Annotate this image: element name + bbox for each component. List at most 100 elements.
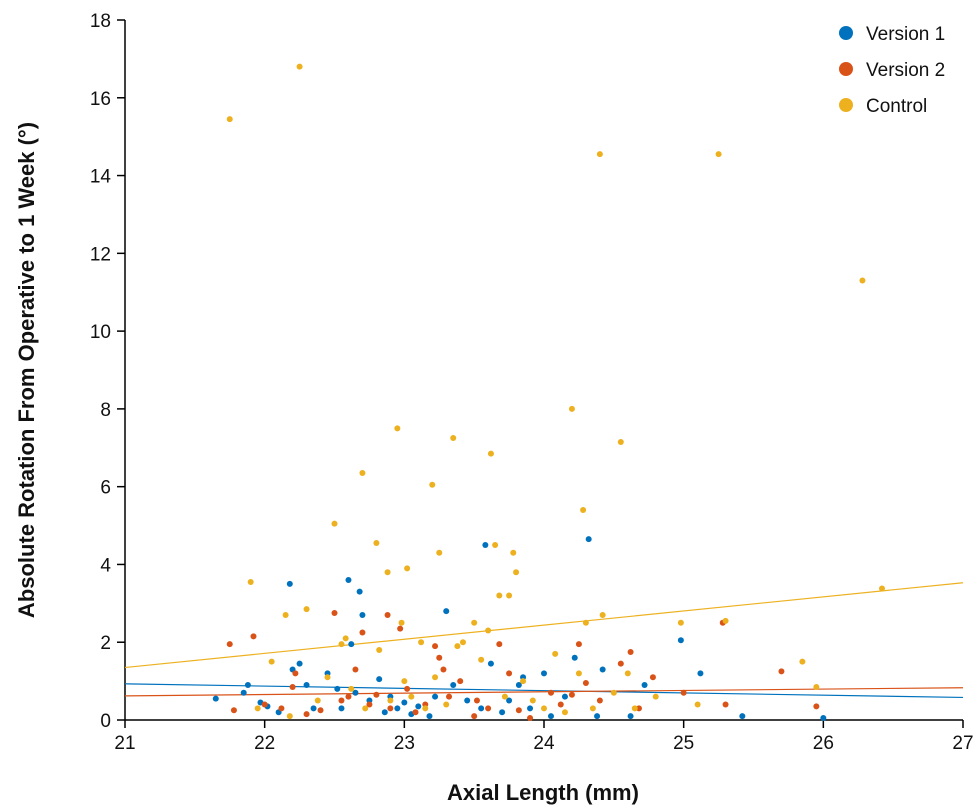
point-control [247, 578, 254, 585]
point-control [813, 683, 820, 690]
point-version-2 [527, 715, 534, 722]
point-control [282, 612, 289, 618]
point-control [429, 481, 436, 488]
point-version-1 [352, 689, 359, 696]
point-version-1 [594, 713, 601, 720]
point-version-2 [627, 648, 634, 655]
point-control [362, 705, 369, 712]
point-version-1 [464, 697, 471, 704]
point-version-1 [820, 715, 827, 722]
point-control [450, 435, 457, 442]
point-version-2 [446, 693, 453, 700]
point-version-2 [649, 674, 656, 681]
point-version-2 [397, 625, 404, 632]
point-control [677, 619, 684, 626]
point-version-2 [289, 683, 296, 690]
point-version-1 [697, 670, 704, 677]
trend-line-control [124, 582, 964, 669]
point-version-1 [506, 697, 513, 704]
point-version-2 [292, 670, 299, 677]
point-control [254, 705, 261, 712]
point-version-1 [376, 676, 383, 683]
point-version-2 [303, 711, 310, 718]
point-version-1 [627, 713, 634, 720]
point-control [859, 277, 866, 284]
point-version-1 [426, 713, 433, 720]
point-control [589, 705, 596, 712]
point-version-1 [415, 703, 422, 710]
point-control [510, 549, 517, 556]
point-version-1 [356, 588, 363, 595]
legend-marker-version-1 [839, 26, 853, 40]
point-version-2 [317, 707, 324, 714]
point-version-2 [352, 666, 359, 673]
point-control [408, 693, 415, 700]
point-version-2 [230, 707, 237, 714]
point-version-1 [571, 654, 578, 661]
point-version-1 [296, 660, 303, 667]
point-control [624, 670, 631, 677]
point-version-2 [496, 641, 503, 648]
point-control [348, 685, 355, 692]
point-control [436, 549, 443, 556]
point-version-2 [778, 668, 785, 675]
legend-marker-control [839, 98, 853, 112]
point-control [376, 647, 383, 653]
point-version-2 [373, 691, 380, 698]
trend-line-version-2 [124, 687, 964, 697]
point-version-1 [286, 580, 293, 587]
point-version-1 [334, 685, 341, 692]
y-tick-label: 14 [90, 167, 112, 188]
data-points [212, 63, 885, 722]
point-version-1 [515, 682, 522, 688]
point-control [561, 709, 568, 716]
point-version-1 [527, 705, 534, 712]
point-control [387, 697, 394, 704]
point-control [652, 693, 659, 700]
point-version-1 [401, 699, 408, 706]
point-control [694, 701, 701, 708]
point-version-2 [471, 713, 478, 720]
point-version-2 [596, 697, 603, 704]
point-control [384, 569, 391, 576]
point-control [226, 116, 233, 123]
point-version-2 [582, 680, 589, 687]
point-version-1 [677, 637, 684, 644]
legend-marker-version-2 [839, 62, 853, 76]
point-version-2 [457, 678, 464, 685]
point-control [303, 606, 310, 613]
point-control [513, 569, 520, 576]
point-control [471, 619, 478, 626]
point-version-2 [432, 643, 439, 650]
point-version-1 [561, 693, 568, 700]
point-version-1 [244, 682, 251, 688]
point-version-2 [635, 705, 642, 712]
y-tick-label: 18 [90, 11, 111, 32]
point-control [799, 658, 806, 665]
point-version-2 [617, 660, 624, 667]
x-axis-label: Axial Length (mm) [447, 780, 639, 805]
point-control [580, 507, 587, 513]
y-tick-label: 8 [100, 400, 111, 421]
point-control [359, 470, 366, 477]
point-control [496, 592, 503, 599]
point-version-1 [394, 705, 401, 712]
point-version-1 [348, 641, 355, 648]
point-control [520, 678, 527, 685]
point-version-2 [366, 701, 373, 708]
point-version-2 [473, 697, 480, 704]
point-version-1 [443, 608, 450, 615]
y-axis-label: Absolute Rotation From Operative to 1 We… [14, 122, 39, 618]
point-version-2 [547, 689, 554, 696]
point-version-2 [387, 705, 394, 712]
point-version-1 [303, 682, 310, 688]
point-version-2 [404, 685, 411, 692]
point-control [296, 63, 303, 70]
point-control [568, 405, 575, 412]
y-tick-label: 2 [100, 633, 111, 654]
point-version-2 [557, 701, 564, 708]
point-control [314, 697, 321, 704]
point-control [878, 585, 885, 592]
y-tick-label: 0 [100, 711, 111, 732]
